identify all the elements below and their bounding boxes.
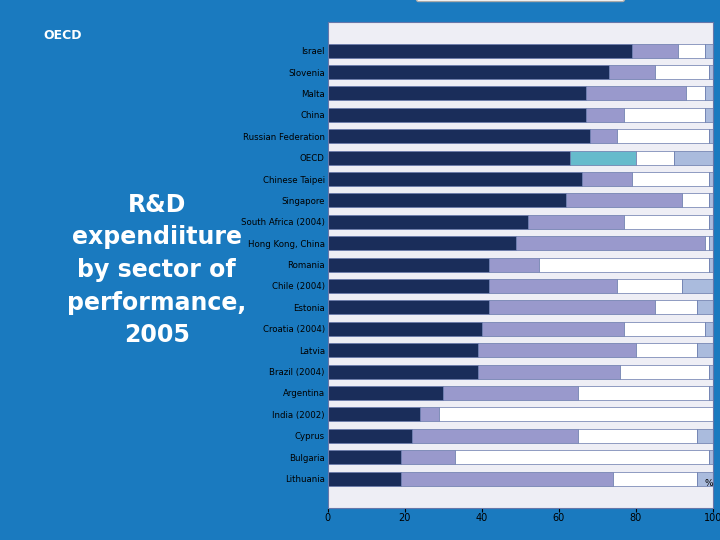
Bar xyxy=(705,237,709,250)
Bar xyxy=(578,386,709,400)
Bar xyxy=(455,450,709,464)
Bar xyxy=(482,322,624,336)
Bar xyxy=(682,193,709,207)
Bar xyxy=(478,343,636,357)
Bar xyxy=(490,300,655,314)
Bar xyxy=(709,65,713,79)
Bar xyxy=(328,172,582,186)
Bar xyxy=(328,471,401,485)
Bar xyxy=(709,193,713,207)
Bar xyxy=(401,471,613,485)
Bar xyxy=(328,65,609,79)
Bar xyxy=(709,258,713,272)
Bar xyxy=(705,86,713,100)
Bar xyxy=(328,322,482,336)
Bar xyxy=(328,215,528,229)
Bar xyxy=(585,86,686,100)
Bar xyxy=(624,322,705,336)
Bar xyxy=(585,108,624,122)
Bar xyxy=(705,322,713,336)
Bar xyxy=(439,407,713,421)
Bar xyxy=(328,429,413,443)
Bar xyxy=(570,151,636,165)
Bar xyxy=(621,364,709,379)
Bar xyxy=(328,407,420,421)
Bar xyxy=(698,343,713,357)
Bar xyxy=(328,386,444,400)
Bar xyxy=(686,86,705,100)
Bar xyxy=(528,215,624,229)
Bar xyxy=(678,44,705,58)
Bar xyxy=(636,343,698,357)
Bar xyxy=(624,108,705,122)
Bar xyxy=(709,237,713,250)
Bar xyxy=(636,151,674,165)
Bar xyxy=(328,450,401,464)
Bar xyxy=(582,172,632,186)
Bar xyxy=(328,44,632,58)
Bar xyxy=(413,429,578,443)
Bar xyxy=(490,279,616,293)
Bar xyxy=(328,258,490,272)
Bar xyxy=(616,129,709,143)
Bar xyxy=(328,279,490,293)
Bar xyxy=(478,364,621,379)
Bar xyxy=(698,300,713,314)
Bar xyxy=(613,471,698,485)
Bar xyxy=(539,258,709,272)
Bar xyxy=(709,172,713,186)
Bar xyxy=(328,129,590,143)
Bar xyxy=(609,65,655,79)
Bar xyxy=(490,258,539,272)
Bar xyxy=(616,279,682,293)
Bar xyxy=(698,429,713,443)
Bar xyxy=(401,450,455,464)
Bar xyxy=(567,193,682,207)
Bar xyxy=(328,86,585,100)
Bar xyxy=(682,279,713,293)
Bar xyxy=(516,237,705,250)
Bar xyxy=(705,108,713,122)
Bar xyxy=(444,386,578,400)
Text: %: % xyxy=(704,479,713,488)
Bar xyxy=(655,300,698,314)
Bar xyxy=(709,364,713,379)
Bar xyxy=(655,65,709,79)
Bar xyxy=(632,44,678,58)
Bar xyxy=(709,386,713,400)
Bar xyxy=(709,129,713,143)
Bar xyxy=(578,429,698,443)
Text: R&D
expendiiture
by sector of
performance,
2005: R&D expendiiture by sector of performanc… xyxy=(67,193,246,347)
Bar xyxy=(698,471,713,485)
Bar xyxy=(709,450,713,464)
Bar xyxy=(328,237,516,250)
Bar xyxy=(590,129,616,143)
Bar xyxy=(328,300,490,314)
Bar xyxy=(705,44,713,58)
Bar xyxy=(328,151,570,165)
Legend: Business enterprises, Higher education, Government, Private non-profit: Business enterprises, Higher education, … xyxy=(416,0,624,1)
Bar xyxy=(328,108,585,122)
Bar xyxy=(328,343,478,357)
Bar xyxy=(709,215,713,229)
Bar xyxy=(420,407,439,421)
Bar xyxy=(328,364,478,379)
Text: OECD: OECD xyxy=(43,29,82,42)
Bar xyxy=(632,172,709,186)
Bar xyxy=(624,215,709,229)
Bar xyxy=(674,151,713,165)
Bar xyxy=(328,193,567,207)
